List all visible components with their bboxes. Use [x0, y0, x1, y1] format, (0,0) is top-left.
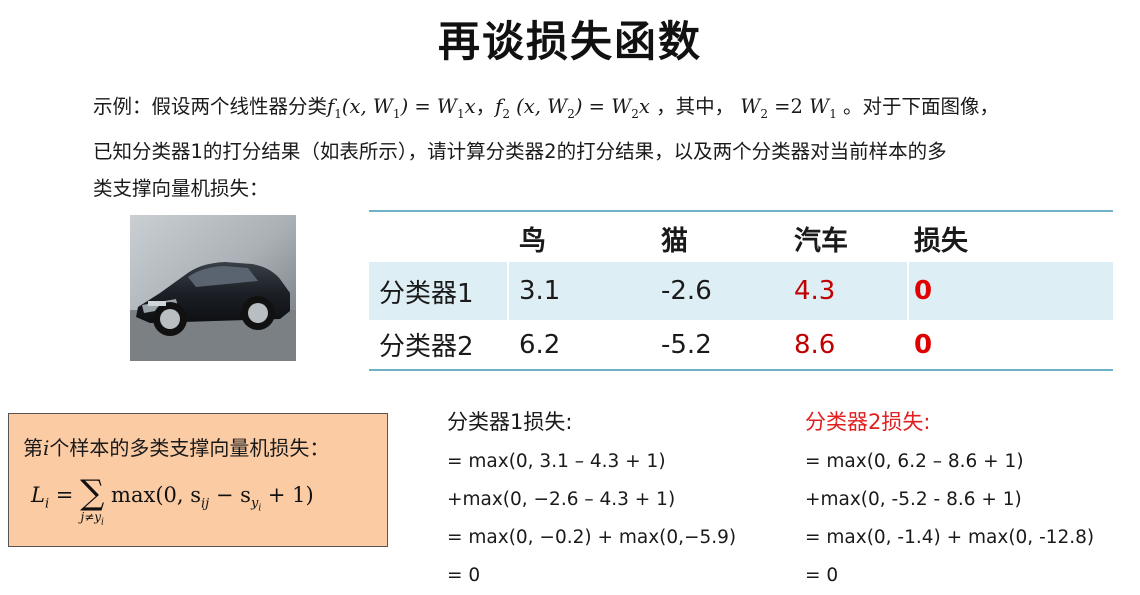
f2-expression: f2 (x, W2) = W2x	[495, 95, 650, 121]
calc2-line: = 0	[805, 565, 839, 586]
classifier2-loss-calc: 分类器2损失: = max(0, 6.2 – 8.6 + 1) +max(0, …	[805, 406, 1094, 595]
table-bottom-rule	[369, 369, 1113, 371]
row-label: 分类器2	[379, 332, 474, 362]
score-bird: 6.2	[519, 329, 561, 360]
table-row: 分类器2 6.2 -5.2 8.6 0	[369, 320, 1113, 369]
loss-value: 0	[914, 276, 933, 306]
calc1-heading: 分类器1损失:	[447, 410, 573, 434]
header-bird: 鸟	[519, 225, 546, 257]
header-car: 汽车	[794, 225, 848, 257]
car-photo	[130, 215, 296, 361]
table-row: 分类器1 3.1 -2.6 4.3 0	[369, 262, 1113, 320]
calc2-line: = max(0, 6.2 – 8.6 + 1)	[805, 451, 1024, 472]
calc1-line: +max(0, −2.6 – 4.3 + 1)	[447, 489, 676, 510]
score-bird: 3.1	[519, 276, 561, 306]
intro-line-1: 示例：假设两个线性器分类f1(x, W1) = W1x，f2 (x, W2) =…	[93, 95, 1000, 121]
calc1-line: = 0	[447, 565, 481, 586]
score-car: 8.6	[794, 329, 836, 360]
intro-line-2: 已知分类器1的打分结果（如表所示），请计算分类器2的打分结果，以及两个分类器对当…	[93, 139, 947, 163]
calc1-line: = max(0, 3.1 – 4.3 + 1)	[447, 451, 666, 472]
row-label: 分类器1	[379, 278, 474, 309]
w-relation: W2 =2 W1	[740, 95, 837, 121]
score-cat: -2.6	[661, 276, 712, 306]
intro-line-3: 类支撑向量机损失：	[93, 176, 269, 200]
calc2-line: +max(0, -5.2 - 8.6 + 1)	[805, 489, 1022, 510]
calc1-line: = max(0, −0.2) + max(0,−5.9)	[447, 527, 737, 548]
header-cat: 猫	[661, 225, 688, 257]
score-cat: -5.2	[661, 329, 712, 360]
formula-label: 第i个样本的多类支撑向量机损失：	[23, 436, 330, 460]
svm-loss-formula-box: 第i个样本的多类支撑向量机损失： Li = ∑ j≠yi max(0, sij …	[8, 413, 388, 547]
classifier1-loss-calc: 分类器1损失: = max(0, 3.1 – 4.3 + 1) +max(0, …	[447, 406, 736, 595]
svm-loss-formula: Li = ∑ j≠yi max(0, sij − syi + 1)	[31, 473, 314, 528]
calc2-heading: 分类器2损失:	[805, 410, 931, 434]
score-car: 4.3	[794, 276, 836, 306]
table-header-row: 鸟 猫 汽车 损失	[369, 212, 1113, 264]
table-top-rule	[369, 210, 1113, 212]
header-loss: 损失	[914, 225, 968, 257]
page-title: 再谈损失函数	[437, 17, 702, 66]
loss-value: 0	[914, 329, 933, 360]
intro-text: 示例：假设两个线性器分类f1(x, W1) = W1x，f2 (x, W2) =…	[93, 88, 1113, 207]
calc2-line: = max(0, -1.4) + max(0, -12.8)	[805, 527, 1095, 548]
f1-expression: f1(x, W1) = W1x	[327, 95, 476, 121]
